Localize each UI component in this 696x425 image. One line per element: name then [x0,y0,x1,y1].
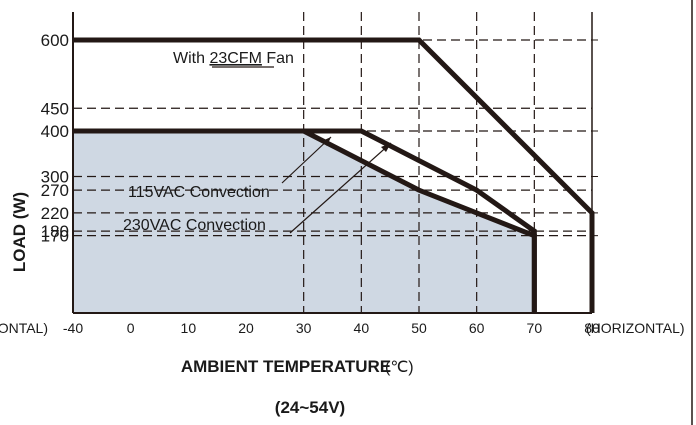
fan-label-prefix: With [173,50,209,67]
x-tick-60: 60 [469,320,485,336]
x-axis-title: AMBIENT TEMPERATURE [181,357,391,376]
y-axis-title: LOAD (W) [10,192,29,272]
x-tick-0: 0 [127,320,135,336]
x-tick-70: 70 [527,320,543,336]
x-tick-labels: -40 0 10 20 30 40 50 60 70 80 [63,320,600,336]
x-tick-20: 20 [238,320,254,336]
x-tick-10: 10 [181,320,197,336]
chart-subtitle: (24~54V) [275,398,345,417]
y-tick-220: 220 [41,204,69,223]
arrow-115vac [322,137,331,146]
x-tick-80: 80 [584,320,600,336]
y-tick-270: 270 [41,181,69,200]
left-orientation-label: (HORIZONTAL) [0,320,48,336]
x-tick-50: 50 [411,320,427,336]
right-orientation-label: (HORIZONTAL) [586,320,685,336]
right-axis-ticks [592,39,598,237]
fan-curve-label: With 23CFM Fan [173,50,294,67]
curve-230vac [73,128,537,313]
y-tick-600: 600 [41,31,69,50]
y-tick-170: 170 [41,227,69,246]
y-tick-400: 400 [41,122,69,141]
label-115vac: 115VAC Convection [128,184,270,201]
y-tick-180: 180 [41,222,69,241]
fan-label-model: 23CFM [209,50,261,67]
leader-115vac [281,136,332,184]
x-tick-30: 30 [296,320,312,336]
fan-label-suffix: Fan [262,50,294,67]
x-tick-40: 40 [354,320,370,336]
y-tick-450: 450 [41,99,69,118]
y-tick-300: 300 [41,168,69,187]
arrow-230vac [381,143,391,152]
leader-230vac [289,142,392,234]
x-axis-unit: (℃) [385,359,414,376]
label-230vac: 230VAC Convection [123,217,266,234]
x-tick--40: -40 [63,320,83,336]
